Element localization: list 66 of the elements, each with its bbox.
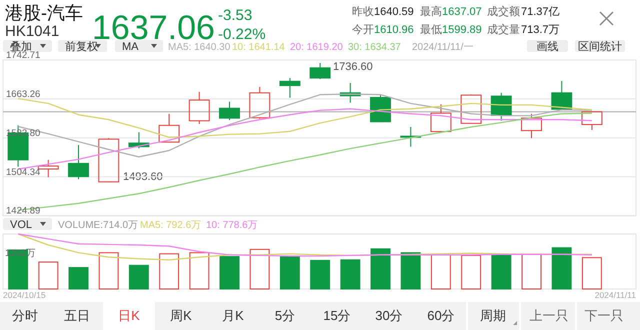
bar	[250, 248, 270, 290]
bar	[461, 254, 482, 290]
bar	[159, 253, 180, 290]
bar	[491, 254, 512, 290]
bar	[38, 262, 58, 290]
text: 2024/11/11	[594, 290, 636, 300]
text: 上一只	[530, 308, 568, 323]
text: 下一只	[584, 308, 624, 323]
text: 成交额	[487, 5, 520, 18]
bar	[370, 248, 390, 290]
text: 分时	[12, 308, 38, 323]
text: 30分	[375, 308, 403, 323]
y-tick-label: 1742.71	[6, 50, 40, 61]
text: 最高	[420, 5, 442, 18]
text: 2024/10/15	[3, 290, 46, 300]
annotation: 1736.60	[333, 61, 373, 73]
text: 1640.59	[374, 6, 414, 18]
text: 10: 1641.14	[232, 42, 286, 53]
bar	[98, 252, 119, 290]
text: 10: 778.6万	[206, 220, 258, 231]
text: MA5: 1640.30	[168, 42, 231, 53]
bar	[310, 260, 330, 290]
text: 今开	[352, 24, 374, 36]
text: VOL	[10, 219, 32, 231]
text: 60分	[427, 308, 455, 323]
text: 30: 1634.37	[348, 42, 402, 53]
text: 五日	[64, 308, 90, 323]
y-tick-label: 1424.89	[6, 206, 40, 217]
text: 成交量	[487, 23, 520, 36]
bar	[582, 257, 602, 290]
y-tick-label: 1504.34	[6, 166, 40, 178]
bar	[128, 264, 149, 290]
bar	[220, 256, 240, 290]
chart-subtitle: HK1041	[5, 23, 60, 40]
text: 713.7万	[521, 24, 560, 36]
text: 日K	[118, 308, 140, 323]
text: 15分	[323, 308, 351, 323]
text: 最低	[420, 24, 442, 36]
text: 71.37亿	[521, 6, 560, 18]
text: 5分	[274, 308, 296, 323]
text: 区间统计	[578, 40, 622, 53]
bar	[552, 247, 572, 290]
chart-title: 港股-汽车	[5, 3, 83, 23]
text: 1610.96	[374, 24, 414, 36]
text: VOLUME:714.0万	[58, 220, 138, 231]
text: 周期	[480, 308, 506, 323]
text: -3.53	[218, 7, 252, 24]
bar	[189, 252, 210, 290]
text: 前复权	[65, 41, 98, 53]
text: 叠加	[10, 40, 32, 53]
text: 2024/11/11/一	[412, 42, 474, 53]
text: 画线	[536, 40, 558, 53]
bar	[340, 259, 360, 290]
text: 20: 1619.20	[290, 42, 344, 53]
y-tick-label: 1663.26	[6, 88, 40, 100]
text: -0.22%	[218, 26, 266, 43]
bar	[400, 252, 421, 290]
text: 昨收	[352, 6, 374, 18]
bar	[280, 256, 300, 290]
text: MA5: 792.6万	[140, 220, 202, 231]
text: 月K	[222, 308, 244, 323]
text: MA	[122, 41, 140, 53]
text: 1599.89	[442, 24, 482, 36]
text: 1637.07	[442, 6, 482, 18]
text: 周K	[170, 308, 192, 323]
bar	[68, 267, 88, 290]
